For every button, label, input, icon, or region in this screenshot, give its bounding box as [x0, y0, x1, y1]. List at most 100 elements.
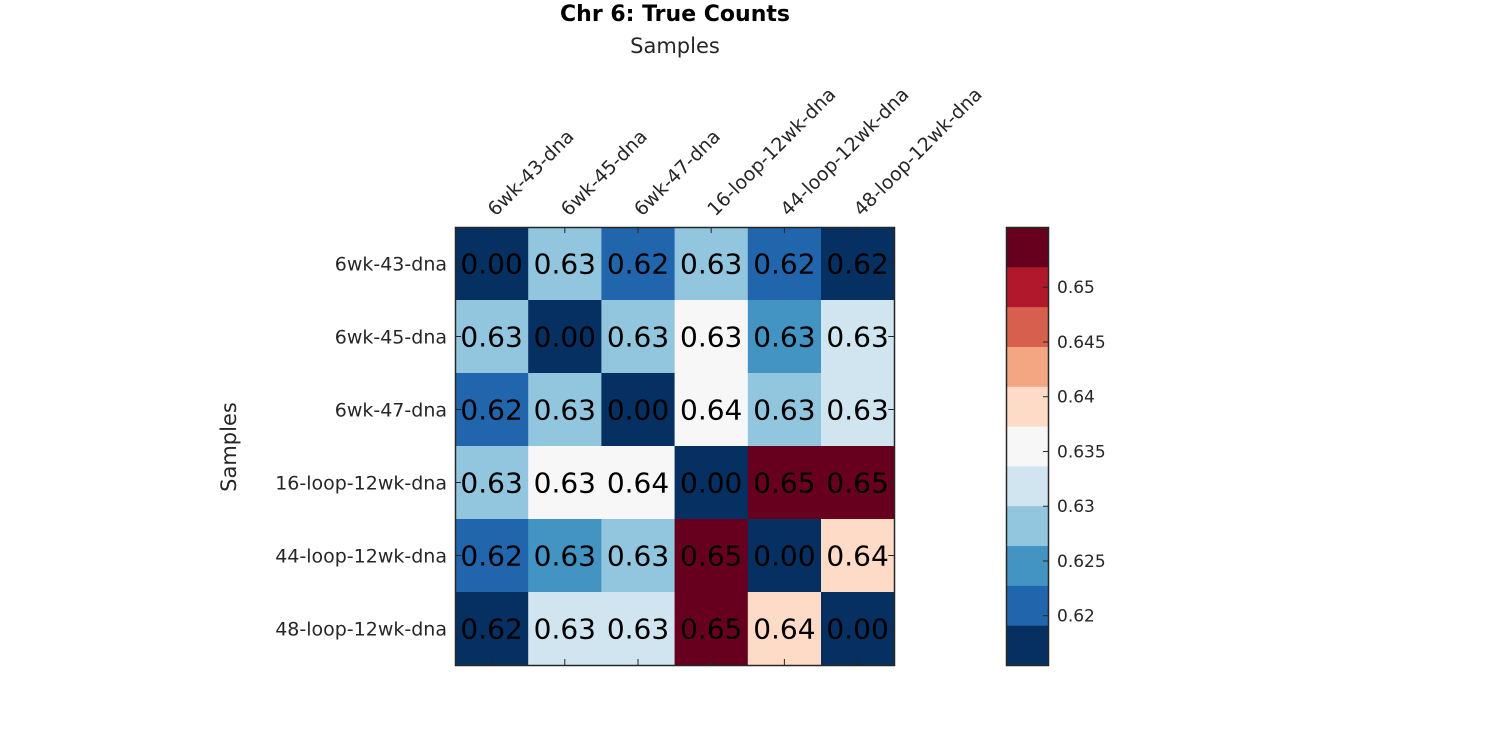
heatmap-cell — [528, 446, 602, 520]
chart-title: Chr 6: True Counts — [560, 2, 790, 27]
cell-value-label: 0.63 — [534, 467, 596, 500]
cell-value-label: 0.65 — [753, 467, 815, 500]
cell-value-label: 0.62 — [826, 248, 888, 281]
y-tick-label: 6wk-45-dna — [335, 327, 447, 349]
cell-value-label: 0.65 — [680, 613, 742, 646]
heatmap-cell — [747, 592, 822, 666]
heatmap-cell — [747, 373, 822, 447]
colorbar-tick-label: 0.64 — [1057, 388, 1095, 408]
cell-value-label: 0.63 — [534, 540, 596, 573]
cell-value-label: 0.63 — [826, 321, 888, 354]
heatmap-cell — [601, 227, 676, 301]
y-tick-labels: 6wk-43-dna 6wk-45-dna 6wk-47-dna 16-loop-12… — [275, 254, 447, 641]
heatmap-cell — [674, 373, 749, 447]
colorbar-tick-label: 0.645 — [1057, 333, 1106, 353]
heatmap-cell — [528, 373, 602, 447]
axis-tick-marks — [455, 227, 895, 665]
colorbar-tick-label: 0.63 — [1057, 497, 1095, 517]
colorbar-segment — [1006, 625, 1048, 666]
heatmap-cell — [455, 592, 529, 666]
cell-value-label: 0.63 — [680, 321, 742, 354]
y-tick-label: 6wk-43-dna — [335, 254, 447, 276]
x-tick-label: 16-loop-12wk-dna — [703, 83, 840, 220]
heatmap-cell — [821, 227, 895, 301]
cell-value-label: 0.62 — [753, 248, 815, 281]
colorbar-tick-label: 0.62 — [1057, 607, 1095, 627]
heatmap-cell — [674, 446, 749, 520]
heatmap-cell — [821, 519, 895, 593]
heatmap-cell — [747, 446, 822, 520]
cell-value-label: 0.63 — [460, 321, 522, 354]
x-tick-label: 44-loop-12wk-dna — [776, 83, 913, 220]
heatmap-cell — [528, 592, 602, 666]
cell-value-label: 0.62 — [607, 248, 669, 281]
cell-value-label: 0.63 — [607, 613, 669, 646]
heatmap-cell — [455, 519, 529, 593]
heatmap-cell — [674, 300, 749, 374]
cell-value-label: 0.63 — [534, 248, 596, 281]
cell-value-label: 0.63 — [607, 540, 669, 573]
y-tick-label: 48-loop-12wk-dna — [275, 619, 447, 641]
cell-value-label: 0.64 — [680, 394, 742, 427]
cell-value-label: 0.62 — [460, 540, 522, 573]
cell-value-label: 0.63 — [826, 394, 888, 427]
cell-value-label: 0.63 — [460, 467, 522, 500]
cell-value-label: 0.63 — [753, 321, 815, 354]
colorbar-tick-label: 0.65 — [1057, 278, 1095, 298]
colorbar-tick-label: 0.625 — [1057, 552, 1106, 572]
cell-value-label: 0.63 — [607, 321, 669, 354]
heatmap-cell — [601, 300, 676, 374]
heatmap-cell — [821, 373, 895, 447]
y-axis-title: Samples — [217, 402, 241, 492]
cell-value-label: 0.00 — [460, 248, 522, 281]
heatmap-cell — [601, 446, 676, 520]
colorbar-frame — [1005, 226, 1050, 667]
colorbar-segment — [1006, 386, 1048, 427]
cell-value-label: 0.00 — [534, 321, 596, 354]
cell-value-label: 0.64 — [826, 540, 888, 573]
heatmap-cell — [455, 373, 529, 447]
colorbar-segment — [1006, 585, 1048, 626]
cell-value-label: 0.65 — [826, 467, 888, 500]
cell-value-label: 0.63 — [534, 613, 596, 646]
cell-value-label: 0.64 — [607, 467, 669, 500]
colorbar-segment — [1006, 227, 1048, 268]
heatmap-cell — [601, 592, 676, 666]
x-axis-title: Samples — [630, 34, 720, 58]
heatmap-cell — [674, 519, 749, 593]
heatmap-cell-labels: 0.00 0.63 0.62 0.63 0.62 0.62 0.63 0.00 0.63 0.63… — [460, 248, 888, 646]
colorbar-segment — [1006, 306, 1048, 347]
cell-value-label: 0.64 — [753, 613, 815, 646]
colorbar-segment — [1006, 505, 1048, 547]
colorbar-segment — [1006, 346, 1048, 387]
cell-value-label: 0.63 — [753, 394, 815, 427]
plot-frame — [454, 226, 896, 667]
heatmap-cell — [747, 227, 822, 301]
heatmap-cell — [821, 592, 895, 666]
cell-value-label: 0.62 — [460, 394, 522, 427]
y-tick-label: 6wk-47-dna — [335, 400, 447, 422]
cell-value-label: 0.62 — [460, 613, 522, 646]
colorbar: 0.62 0.625 0.63 0.635 0.64 0.645 0.65 — [1005, 226, 1106, 667]
heatmap-cell — [674, 592, 749, 666]
x-tick-label: 48-loop-12wk-dna — [850, 83, 987, 220]
heatmap-cell — [455, 227, 529, 301]
heatmap-cell — [747, 300, 822, 374]
cell-value-label: 0.00 — [753, 540, 815, 573]
cell-value-label: 0.00 — [680, 467, 742, 500]
heatmap-cell — [455, 446, 529, 520]
heatmap-cell — [601, 373, 676, 447]
colorbar-segment — [1006, 465, 1048, 507]
colorbar-segment — [1006, 545, 1048, 586]
cell-value-label: 0.65 — [680, 540, 742, 573]
cell-value-label: 0.00 — [607, 394, 669, 427]
cell-value-label: 0.63 — [534, 394, 596, 427]
heatmap-cell — [528, 227, 602, 301]
heatmap-cell — [455, 300, 529, 374]
y-tick-label: 16-loop-12wk-dna — [275, 473, 447, 495]
x-tick-labels: 6wk-43-dna6wk-45-dna6wk-47-dna16-loop-12… — [484, 83, 987, 220]
heatmap-cell — [528, 519, 602, 593]
heatmap-cell — [747, 519, 822, 593]
colorbar-segment — [1006, 266, 1048, 308]
